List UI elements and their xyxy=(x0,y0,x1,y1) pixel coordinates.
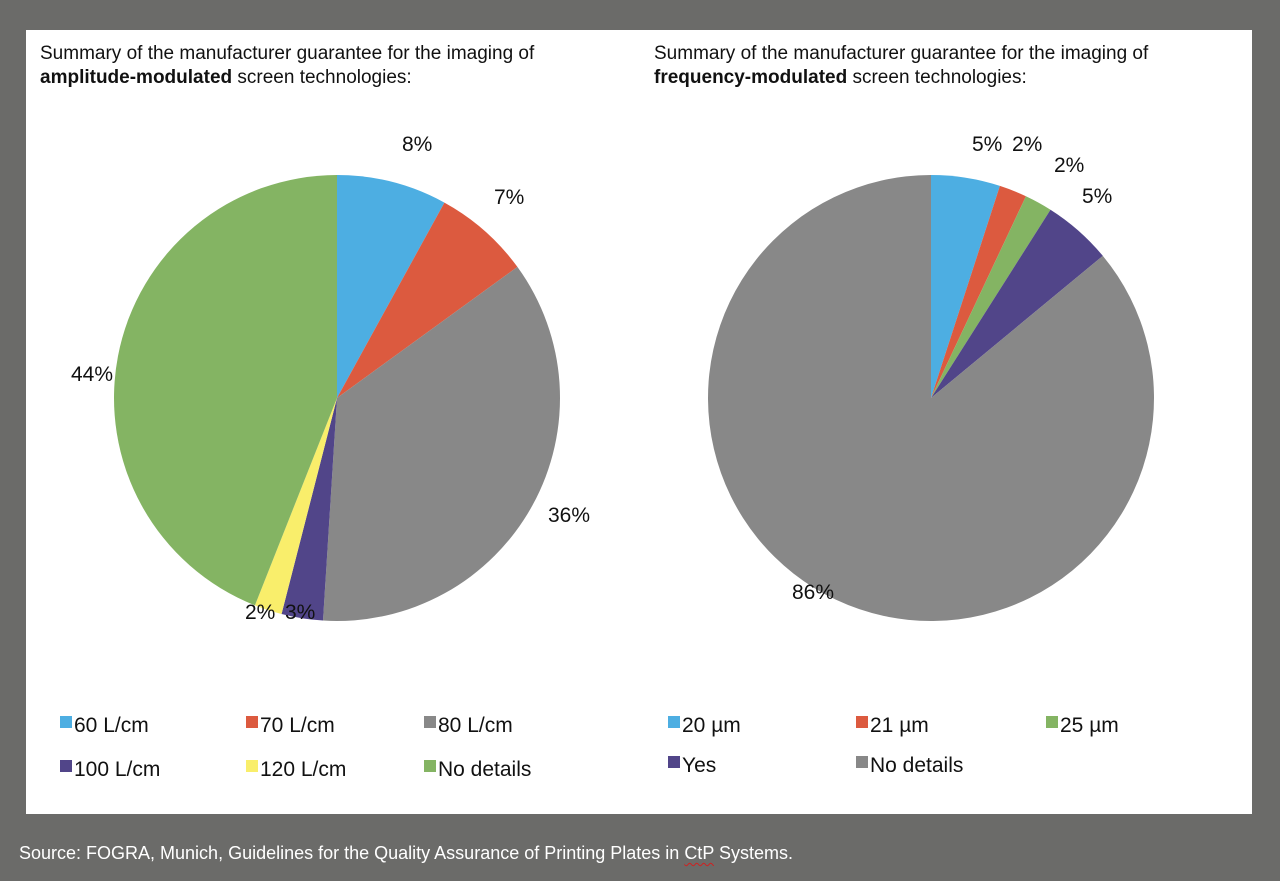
title-rest: screen technologies: xyxy=(847,67,1027,88)
title-rest: screen technologies: xyxy=(232,67,412,88)
title-line: Summary of the manufacturer guarantee fo… xyxy=(654,43,1149,64)
legend-label: 20 µm xyxy=(682,714,741,737)
legend-swatch xyxy=(60,760,72,772)
legend-swatch xyxy=(856,716,868,728)
legend-label: 25 µm xyxy=(1060,714,1119,737)
pie-slice-80-l-cm xyxy=(323,266,561,622)
legend-label: 70 L/cm xyxy=(260,714,335,737)
chart-title-amplitude: Summary of the manufacturer guarantee fo… xyxy=(40,42,534,90)
chart-panel: Summary of the manufacturer guarantee fo… xyxy=(26,30,1252,814)
data-label: 44% xyxy=(71,363,113,386)
legend-label: Yes xyxy=(682,754,717,777)
legend-label: No details xyxy=(438,758,532,781)
pie-slice-120-l-cm xyxy=(254,398,337,614)
legend-swatch xyxy=(246,760,258,772)
pie-slice-60-l-cm xyxy=(337,175,445,398)
legend-label: 80 L/cm xyxy=(438,714,513,737)
data-label: 2% xyxy=(245,601,275,624)
legend-label: 100 L/cm xyxy=(74,758,161,781)
pie-chart-amplitude: 8% 7% 36% 3% 2% 44% xyxy=(71,133,590,624)
legend-label: 60 L/cm xyxy=(74,714,149,737)
legend-swatch xyxy=(60,716,72,728)
legend-swatch xyxy=(668,756,680,768)
data-label: 36% xyxy=(548,504,590,527)
legend-swatch xyxy=(424,716,436,728)
legend-label: 21 µm xyxy=(870,714,929,737)
title-bold: frequency-modulated xyxy=(654,67,848,88)
legend-swatch xyxy=(246,716,258,728)
source-underlined: CtP xyxy=(684,843,714,863)
data-label: 3% xyxy=(285,601,315,624)
chart-title-frequency: Summary of the manufacturer guarantee fo… xyxy=(654,42,1148,90)
legend-swatch xyxy=(1046,716,1058,728)
data-label: 7% xyxy=(494,186,524,209)
title-bold: amplitude-modulated xyxy=(40,67,233,88)
pie-slice-no-details xyxy=(114,175,337,606)
legend-swatch xyxy=(424,760,436,772)
legend-swatch xyxy=(856,756,868,768)
title-line: Summary of the manufacturer guarantee fo… xyxy=(40,43,535,64)
data-label: 8% xyxy=(402,133,432,156)
legend-label: No details xyxy=(870,754,964,777)
legend-swatch xyxy=(668,716,680,728)
legend-label: 120 L/cm xyxy=(260,758,347,781)
source-suffix: Systems. xyxy=(714,843,794,863)
source-caption: Source: FOGRA, Munich, Guidelines for th… xyxy=(19,843,793,864)
source-prefix: Source: FOGRA, Munich, Guidelines for th… xyxy=(19,843,685,863)
pie-slice-70-l-cm xyxy=(337,202,518,398)
pie-slice-100-l-cm xyxy=(281,398,337,621)
